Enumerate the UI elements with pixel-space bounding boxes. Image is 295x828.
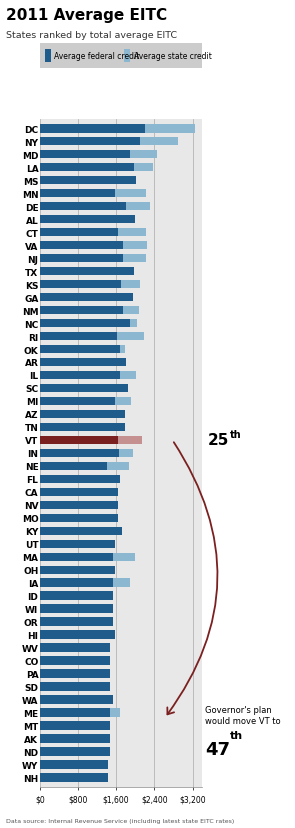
Bar	[40, 643, 110, 652]
Bar	[40, 267, 134, 276]
Text: th: th	[230, 729, 243, 739]
Text: Average state credit: Average state credit	[134, 52, 212, 60]
Bar	[40, 618, 113, 626]
Bar	[115, 190, 146, 198]
Bar	[40, 164, 134, 172]
Bar	[40, 721, 110, 729]
Bar	[40, 151, 130, 159]
Bar	[40, 281, 121, 289]
Text: 47: 47	[205, 739, 230, 758]
Bar	[40, 345, 120, 354]
Bar	[124, 50, 130, 62]
Bar	[40, 760, 108, 768]
Bar	[120, 371, 136, 380]
Bar	[123, 254, 146, 263]
Bar	[40, 566, 115, 575]
Bar	[40, 696, 113, 704]
Bar	[40, 748, 110, 756]
Bar	[40, 773, 108, 782]
Bar	[40, 670, 110, 678]
Bar	[40, 371, 120, 380]
Bar	[126, 203, 150, 211]
Bar	[40, 125, 145, 133]
Bar	[40, 306, 123, 315]
Bar	[113, 579, 130, 587]
Bar	[40, 734, 110, 743]
Bar	[40, 384, 128, 392]
Bar	[40, 682, 110, 691]
Bar	[121, 281, 140, 289]
Bar	[40, 657, 110, 665]
Bar	[120, 345, 125, 354]
Bar	[40, 462, 107, 470]
Bar	[40, 604, 113, 614]
Bar	[40, 527, 122, 536]
Bar	[40, 540, 115, 548]
Bar	[107, 462, 129, 470]
Bar	[40, 423, 125, 431]
Bar	[123, 306, 139, 315]
Bar	[130, 151, 157, 159]
Text: Data source: Internal Revenue Service (including latest state EITC rates): Data source: Internal Revenue Service (i…	[6, 818, 234, 823]
Text: Average federal credit: Average federal credit	[54, 52, 140, 60]
Bar	[40, 449, 119, 458]
Bar	[40, 475, 120, 484]
Bar	[40, 320, 130, 328]
Bar	[145, 125, 195, 133]
Bar	[45, 50, 51, 62]
Bar	[40, 242, 123, 250]
Text: States ranked by total average EITC: States ranked by total average EITC	[6, 31, 177, 40]
Text: Governor's plan
would move VT to: Governor's plan would move VT to	[205, 705, 281, 725]
Bar	[119, 449, 133, 458]
Bar	[40, 501, 118, 509]
Bar	[40, 177, 136, 185]
Bar	[40, 229, 118, 237]
Bar	[40, 514, 118, 522]
Text: 25: 25	[208, 433, 229, 448]
Bar	[113, 553, 135, 561]
Bar	[40, 410, 125, 419]
Bar	[118, 436, 142, 445]
Bar	[40, 190, 115, 198]
Bar	[115, 397, 132, 406]
Bar	[40, 579, 113, 587]
Bar	[40, 216, 135, 224]
Bar	[40, 254, 123, 263]
Text: th: th	[230, 430, 242, 440]
Bar	[110, 709, 120, 717]
Bar	[134, 164, 153, 172]
Bar	[117, 332, 144, 341]
Bar	[118, 229, 146, 237]
Bar	[40, 359, 126, 367]
Bar	[40, 592, 113, 600]
Bar	[40, 293, 133, 302]
Bar	[40, 709, 110, 717]
Bar	[40, 203, 126, 211]
Bar	[40, 436, 118, 445]
Bar	[40, 138, 140, 147]
Text: 2011 Average EITC: 2011 Average EITC	[6, 8, 167, 23]
Bar	[140, 138, 178, 147]
Bar	[40, 488, 118, 497]
Bar	[40, 631, 115, 639]
Bar	[123, 242, 147, 250]
Bar	[40, 553, 113, 561]
Bar	[40, 332, 117, 341]
Bar	[40, 397, 115, 406]
Bar	[130, 320, 137, 328]
